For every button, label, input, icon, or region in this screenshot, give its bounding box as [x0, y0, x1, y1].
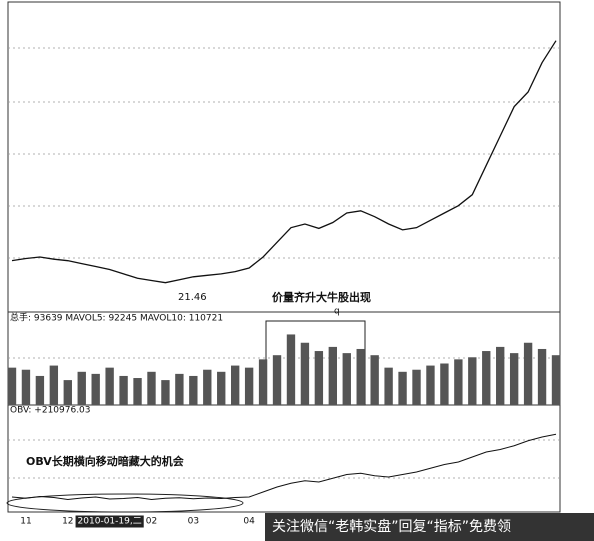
- volume-bar: [7, 367, 17, 405]
- volume-bar: [496, 346, 505, 405]
- volume-bar: [384, 367, 393, 405]
- volume-bar: [161, 380, 170, 405]
- volume-bar: [77, 371, 86, 405]
- volume-bar: [551, 355, 561, 405]
- volume-bar: [21, 369, 31, 405]
- watermark: 关注微信“老韩实盘”回复“指标”免费领: [272, 518, 511, 535]
- volume-bar: [119, 375, 128, 405]
- obv-header: OBV: +210976.03: [10, 406, 91, 416]
- volume-bar: [272, 355, 282, 405]
- highlight-ellipse: [6, 493, 244, 513]
- volume-bar: [175, 373, 184, 405]
- volume-bar: [49, 365, 59, 405]
- volume-bar: [314, 351, 324, 405]
- volume-bar: [342, 353, 351, 405]
- watermark-band: [265, 513, 594, 541]
- obv-line: [11, 433, 557, 501]
- price-line: [11, 40, 557, 284]
- volume-bar: [258, 359, 268, 405]
- x-tick-label: 12: [62, 517, 73, 527]
- volume-bar: [91, 373, 100, 405]
- volume-bar: [398, 371, 407, 405]
- x-tick-label: 03: [188, 517, 199, 527]
- volume-bar: [147, 371, 156, 405]
- volume-bar: [244, 367, 254, 405]
- volume-bar: [440, 363, 449, 405]
- volume-bar: [286, 334, 296, 405]
- x-tick-label: 04: [243, 517, 255, 527]
- volume-bar: [230, 365, 240, 405]
- volume-bar: [35, 375, 45, 405]
- annotation-mark: q: [334, 307, 340, 317]
- volume-bar: [189, 375, 198, 405]
- x-label-highlight: [75, 515, 144, 528]
- volume-bar: [454, 359, 463, 405]
- volume-bar: [105, 367, 114, 405]
- x-tick-label: 2010-01-19,二: [78, 517, 142, 527]
- volume-bar: [370, 355, 379, 405]
- volume-bar: [509, 353, 519, 405]
- volume-bar: [203, 369, 212, 405]
- x-tick-label: 11: [20, 517, 31, 527]
- volume-bar: [537, 348, 547, 405]
- volume-bar: [133, 378, 142, 405]
- volume-bar: [300, 342, 310, 405]
- volume-header: 总手: 93639 MAVOL5: 92245 MAVOL10: 110721: [10, 312, 223, 324]
- volume-bar: [356, 348, 365, 405]
- chart-frame: [7, 1, 561, 513]
- low-price-label: 21.46: [178, 292, 207, 303]
- volume-bar: [468, 357, 477, 405]
- volume-bar: [328, 346, 338, 405]
- volume-bar: [412, 369, 421, 405]
- volume-bar: [523, 342, 533, 405]
- x-tick-label: 02: [146, 517, 157, 527]
- volume-bar: [217, 371, 226, 405]
- volume-bar: [426, 365, 435, 405]
- obv-annotation: OBV长期横向移动暗藏大的机会: [26, 454, 185, 468]
- volume-bar: [63, 380, 72, 405]
- annotation: 价量齐升大牛股出现: [272, 290, 371, 304]
- volume-bar: [482, 351, 491, 405]
